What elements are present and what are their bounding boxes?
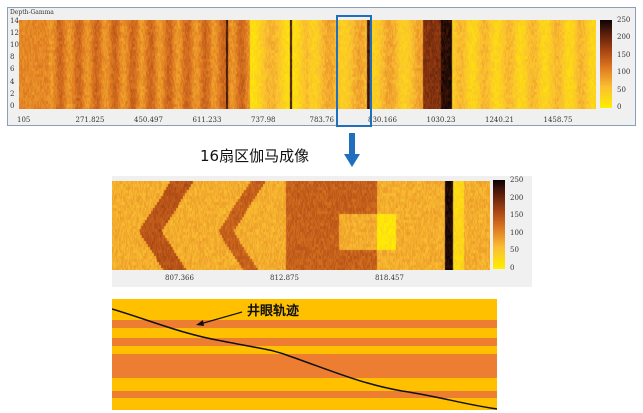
x-tick-label: 783.76 <box>309 116 335 124</box>
x-tick-label: 737.98 <box>251 116 276 124</box>
colorbar-tick-label: 200 <box>617 33 631 42</box>
colorbar-tick-label: 150 <box>617 50 631 59</box>
colorbar-tick-label: 0 <box>617 103 622 111</box>
y-tick-label: 2 <box>10 89 15 98</box>
y-tick-label: 4 <box>10 77 15 86</box>
colorbar-tick-label: 50 <box>510 246 519 255</box>
x-tick-label: 1030.23 <box>426 116 456 124</box>
arrow-down-icon <box>344 133 360 167</box>
colorbar-tick-label: 250 <box>617 16 631 24</box>
selection-rectangle[interactable] <box>336 15 372 127</box>
y-tick-label: 0 <box>10 102 15 110</box>
panel-title: Depth-Gamma <box>10 9 54 16</box>
shale-layer <box>112 391 497 398</box>
x-tick-label: 105 <box>17 116 31 124</box>
colorbar-tick-label: 150 <box>510 211 524 220</box>
x-tick-label: 271.825 <box>75 116 105 124</box>
formation-model <box>112 299 497 410</box>
y-tick-label: 8 <box>10 53 15 62</box>
section-title: 16扇区伽马成像 <box>200 147 310 165</box>
trajectory-label: 井眼轨迹 <box>247 304 300 319</box>
x-tick-label: 818.457 <box>375 274 404 282</box>
y-tick-label: 6 <box>10 65 15 74</box>
colorbar <box>493 180 505 269</box>
colorbar-tick-label: 100 <box>510 228 524 237</box>
colorbar-tick-label: 250 <box>510 176 524 184</box>
shale-layer <box>112 320 497 328</box>
colorbar-tick-label: 50 <box>617 85 626 94</box>
colorbar-tick-label: 100 <box>617 68 631 77</box>
x-tick-label: 812.875 <box>270 274 299 282</box>
y-tick-label: 14 <box>10 16 19 25</box>
x-tick-label: 807.366 <box>165 274 194 282</box>
colorbar-tick-label: 0 <box>510 264 515 272</box>
x-tick-label: 611.233 <box>192 116 222 124</box>
shale-layer <box>112 338 497 346</box>
gamma-heatmap-full[interactable] <box>19 20 596 109</box>
trajectory-line <box>112 308 497 410</box>
colorbar <box>600 20 612 108</box>
shale-layer <box>112 354 497 378</box>
label-pointer <box>199 311 243 325</box>
x-tick-label: 1458.75 <box>543 116 573 124</box>
y-tick-label: 10 <box>10 41 19 49</box>
gamma-heatmap-zoomed[interactable] <box>112 181 490 270</box>
y-tick-label: 12 <box>10 28 19 37</box>
colorbar-tick-label: 200 <box>510 193 524 202</box>
x-tick-label: 830.166 <box>368 116 397 124</box>
x-tick-label: 450.497 <box>134 116 163 124</box>
x-tick-label: 1240.21 <box>485 116 514 124</box>
